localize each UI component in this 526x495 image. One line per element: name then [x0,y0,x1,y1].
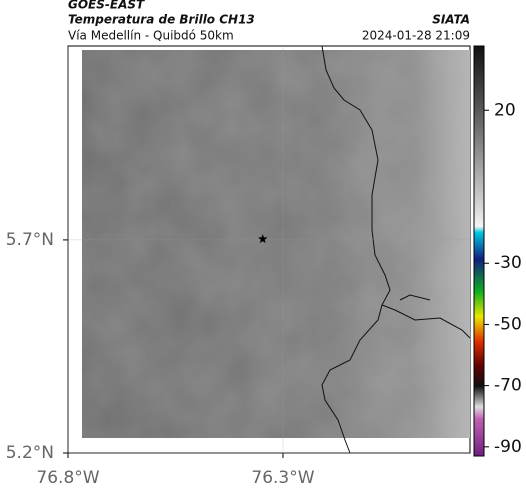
source: SIATA [432,13,470,27]
colorbar-tick-label: 20 [494,100,516,120]
datetime: 2024-01-28 21:09 [362,29,470,43]
title: Temperatura de Brillo CH13 [68,13,255,27]
product: GOES-EAST [68,0,145,12]
y-tick-label: 5.2°N [6,443,54,463]
colorbar-tick-label: -90 [494,437,522,457]
colorbar [473,45,485,457]
location-marker [258,234,268,244]
x-tick-label: 76.3°W [251,468,314,488]
y-tick-label: 5.7°N [6,230,54,250]
admin-borders [321,45,471,454]
subtitle: Vía Medellín - Quibdó 50km [68,29,234,43]
colorbar-tick-label: -50 [494,314,522,334]
satellite-texture [82,50,470,438]
colorbar-tick-label: -30 [494,253,522,273]
dynamic: 76.8°W 76.3°W 5.2°N 5.7°N 20 -30 -50 -70 -90 [6,46,522,488]
colorbar-tick-label: -70 [494,376,522,396]
x-tick-label: 76.8°W [36,468,99,488]
